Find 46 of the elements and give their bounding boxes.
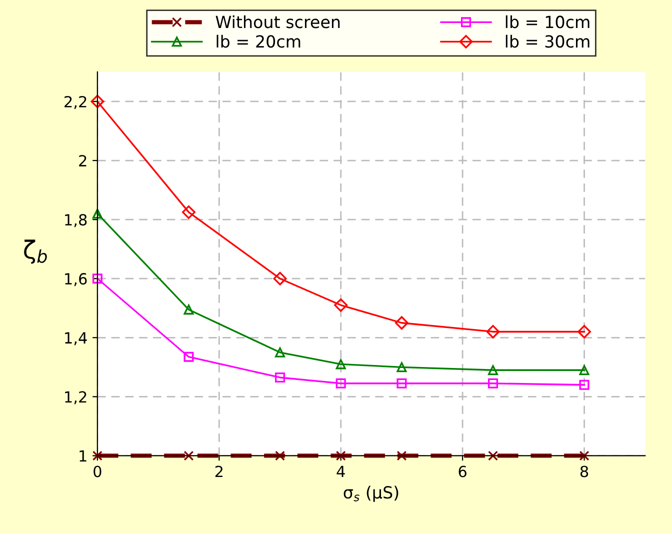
point — [184, 450, 194, 461]
point — [336, 378, 346, 388]
point — [275, 450, 285, 461]
point — [579, 450, 590, 461]
y-tick-label: 2,2 — [64, 96, 86, 110]
y-axis-title: ζ$_{b}$ — [24, 240, 47, 264]
point — [273, 272, 287, 286]
point — [90, 94, 104, 108]
x-axis-title: σ$_{s}$ (μS) — [344, 486, 398, 502]
point — [184, 352, 194, 362]
point — [488, 365, 498, 376]
y-tick-label: 1,2 — [65, 391, 86, 404]
point — [579, 380, 590, 390]
x-tick-label: 2 — [215, 466, 222, 478]
point — [336, 359, 346, 370]
point — [92, 274, 102, 284]
point — [488, 378, 498, 388]
point — [275, 372, 285, 382]
x-tick-label: 0 — [94, 466, 102, 478]
point — [396, 378, 407, 388]
point — [275, 347, 285, 358]
point — [92, 450, 102, 461]
point — [579, 365, 590, 376]
legend-label: lb = 20cm — [216, 34, 300, 48]
x-tick-label: 4 — [336, 466, 345, 478]
point — [184, 304, 194, 315]
point — [182, 205, 196, 219]
legend-label: lb = 10cm — [506, 15, 590, 28]
point — [334, 298, 348, 312]
legend-label: lb = 30cm — [506, 34, 590, 48]
y-tick-label: 1 — [80, 450, 86, 462]
point — [486, 325, 500, 338]
y-tick-label: 2 — [79, 154, 86, 166]
point — [396, 450, 407, 461]
x-tick-label: 6 — [458, 466, 466, 478]
point — [394, 316, 408, 330]
y-tick-label: 1,8 — [65, 214, 87, 228]
x-tick-label: 8 — [580, 466, 588, 478]
point — [336, 450, 346, 461]
point — [578, 325, 591, 338]
y-tick-label: 1,4 — [65, 332, 87, 346]
legend-label: Without screen — [216, 15, 340, 28]
point — [396, 362, 407, 372]
point — [92, 208, 102, 219]
point — [488, 450, 498, 461]
y-tick-label: 1,6 — [65, 273, 87, 286]
